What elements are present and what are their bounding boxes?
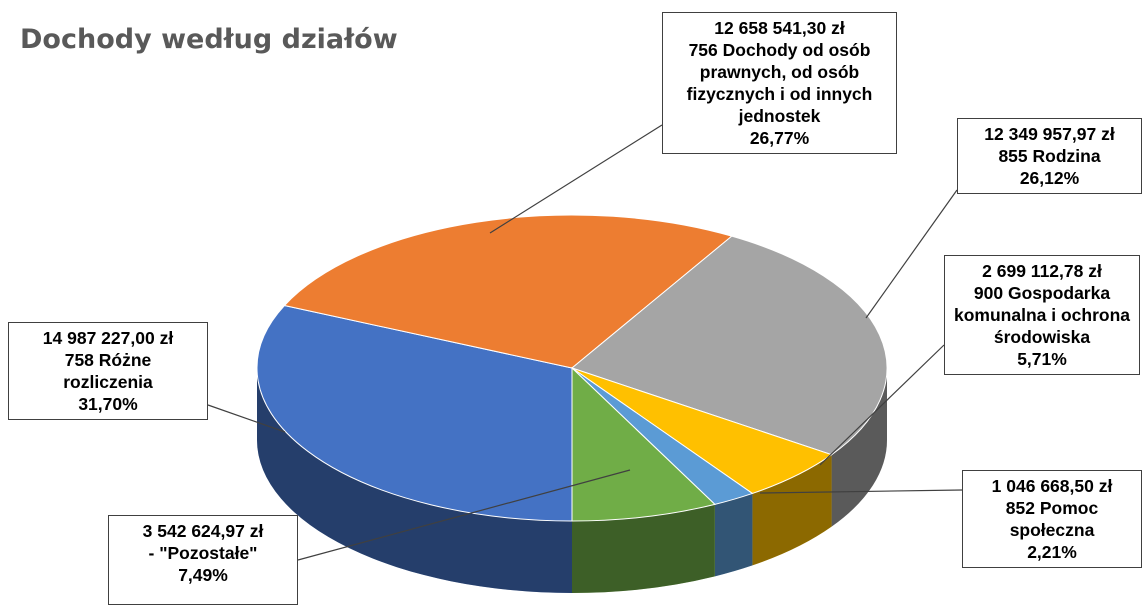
pie-side-shade xyxy=(257,368,572,593)
category: 900 Gospodarka komunalna i ochrona środo… xyxy=(954,283,1130,347)
pie-side-shade xyxy=(714,493,753,577)
data-label: 12 349 957,97 zł 855 Rodzina 26,12% xyxy=(957,118,1142,194)
pie-sides xyxy=(257,368,887,593)
chart-title: Dochody według działów xyxy=(20,24,398,55)
leader-line xyxy=(489,124,663,234)
pie-side-shade xyxy=(831,368,887,527)
pie-side xyxy=(572,504,715,593)
data-label: 3 542 624,97 zł - "Pozostałe" 7,49% xyxy=(108,515,298,605)
amount: 2 699 112,78 zł xyxy=(982,261,1102,281)
amount: 3 542 624,97 zł xyxy=(142,521,264,541)
amount: 12 658 541,30 zł xyxy=(714,18,845,38)
data-label: 14 987 227,00 zł 758 Różne rozliczenia 31,… xyxy=(8,322,208,420)
leader-line xyxy=(819,344,945,466)
percent: 7,49% xyxy=(178,565,228,585)
pie-side-shade xyxy=(752,454,832,566)
percent: 26,12% xyxy=(1019,168,1080,188)
category: 852 Pomoc społeczna xyxy=(1005,498,1099,540)
pie-slice xyxy=(283,214,733,369)
leader-line xyxy=(207,404,286,433)
pie-side xyxy=(257,368,572,593)
leader-line xyxy=(865,189,958,319)
category: - "Pozostałe" xyxy=(148,543,258,563)
leader-line xyxy=(759,489,963,494)
amount: 14 987 227,00 zł xyxy=(42,328,174,348)
category: 855 Rodzina xyxy=(998,146,1101,166)
leader-lines xyxy=(207,124,963,561)
percent: 31,70% xyxy=(78,394,138,414)
pie-side-shade xyxy=(572,504,715,593)
amount: 12 349 957,97 zł xyxy=(984,124,1115,144)
pie-tops xyxy=(256,214,888,522)
percent: 26,77% xyxy=(749,128,810,148)
data-label: 12 658 541,30 zł 756 Dochody od osób praw… xyxy=(662,12,897,154)
percent: 2,21% xyxy=(1027,542,1077,562)
pie-side xyxy=(714,493,753,577)
leader-line xyxy=(297,469,631,561)
data-label: 1 046 668,50 zł 852 Pomoc społeczna 2,21% xyxy=(962,470,1142,568)
category: 756 Dochody od osób prawnych, od osób fi… xyxy=(686,40,873,126)
category: 758 Różne rozliczenia xyxy=(63,350,153,392)
pie-slice xyxy=(571,366,716,522)
amount: 1 046 668,50 zł xyxy=(991,476,1113,496)
data-label: 2 699 112,78 zł 900 Gospodarka komunalna … xyxy=(944,255,1140,375)
percent: 5,71% xyxy=(1017,349,1067,369)
pie-slice xyxy=(256,304,573,522)
pie-side xyxy=(831,368,887,527)
pie-side xyxy=(752,454,832,566)
pie-slice xyxy=(570,235,888,456)
